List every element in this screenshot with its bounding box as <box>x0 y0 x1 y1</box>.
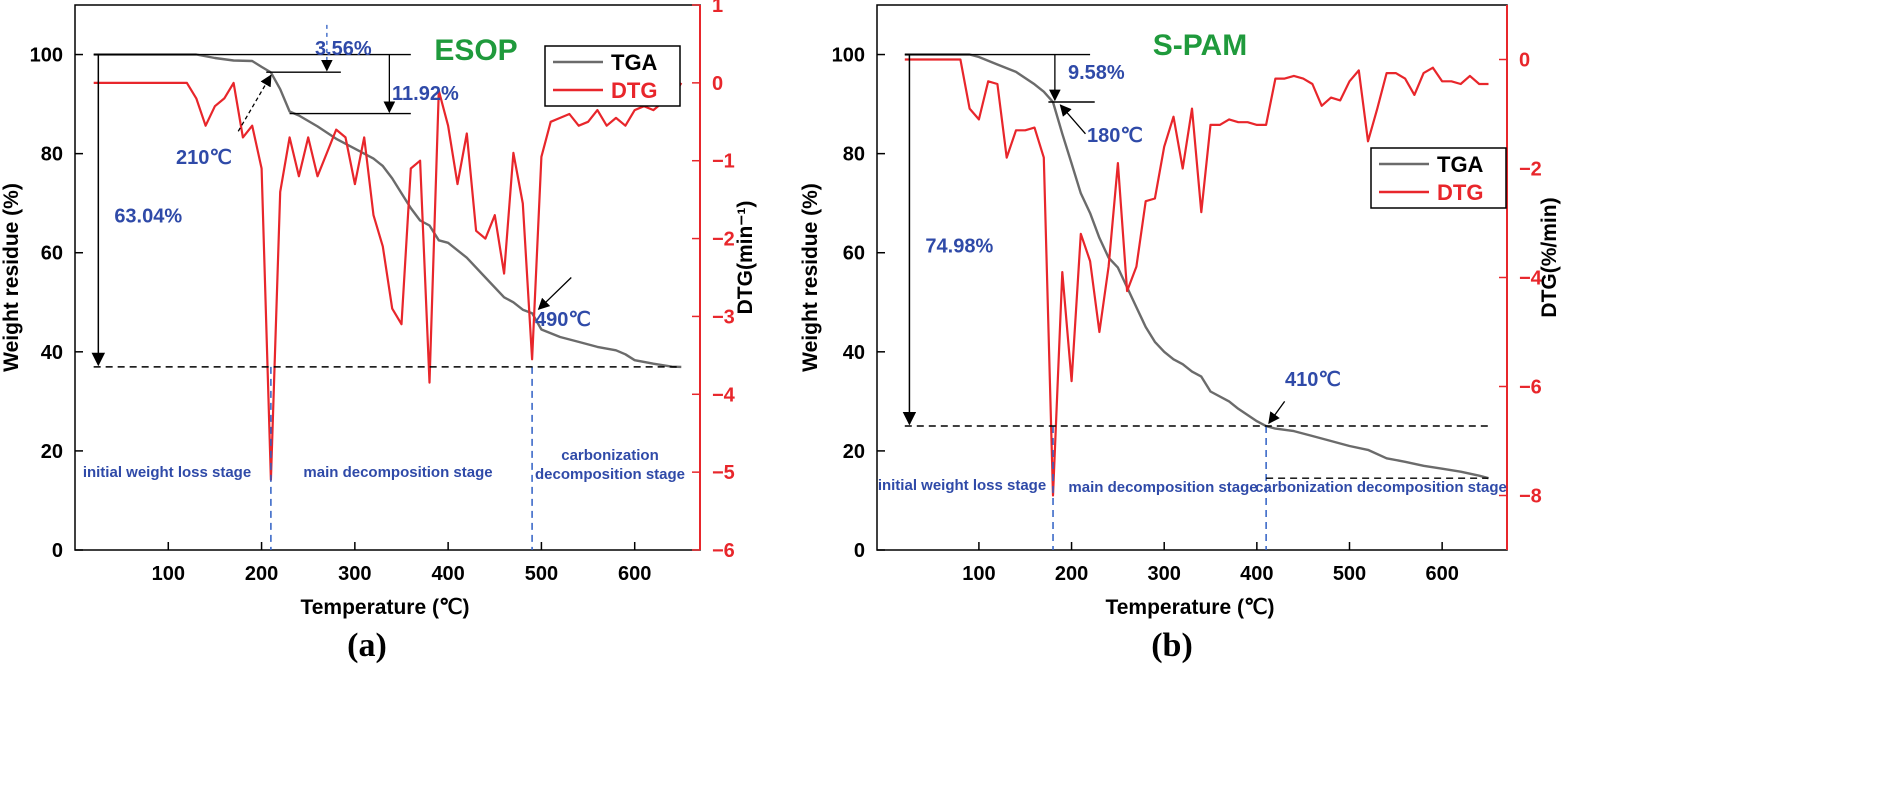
series-line-dtg <box>93 81 683 481</box>
chart-title: ESOP <box>434 34 517 67</box>
x-tick-label: 300 <box>338 563 371 585</box>
stage-label-main: main decomposition stage <box>303 464 492 481</box>
y-axis-title: Weight residue (%) <box>799 183 822 372</box>
temp-1-label: 210℃ <box>176 147 232 169</box>
panel-b-s-pam: 100 200 300 400 500 600 0 20 40 60 80 100 −8 −6 −4 −2 0 T… <box>799 4 1561 664</box>
stage-label-initial: initial weight loss stage <box>83 464 251 481</box>
panel-letter: (a) <box>347 627 387 664</box>
y-tick-label: 40 <box>41 342 63 364</box>
x-tick-label: 200 <box>1055 563 1088 585</box>
panel-a-esop: 100 200 300 400 500 600 0 20 40 60 80 100 −6 −5 −4 −3 −2… <box>0 0 757 664</box>
y-tick-label: 100 <box>30 45 63 67</box>
series-line-dtg <box>904 58 1489 497</box>
x-tick-label: 400 <box>431 563 464 585</box>
temp-2-arrow <box>537 277 572 311</box>
loss-1-label: 9.58% <box>1068 62 1125 84</box>
y2-tick-label: −4 <box>712 384 736 406</box>
loss-2-label: 11.92% <box>392 83 459 105</box>
y-tick-label: 0 <box>52 540 63 562</box>
y-tick-label: 80 <box>41 144 63 166</box>
legend-box <box>544 45 681 107</box>
y2-axis-title: DTG(%/min) <box>1538 197 1561 317</box>
total-loss-label: 63.04% <box>114 206 182 228</box>
temp-1-arrow <box>1059 104 1086 135</box>
stage-label-carbonization-line: decomposition stage <box>535 466 685 483</box>
y2-tick-label: 0 <box>1519 50 1530 72</box>
total-loss-label: 74.98% <box>925 235 993 257</box>
stage-label-initial: initial weight loss stage <box>878 477 1046 494</box>
y2-tick-label: −2 <box>1519 159 1542 181</box>
x-axis-title: Temperature (℃) <box>1105 596 1274 619</box>
y2-tick-label: 0 <box>712 73 723 95</box>
x-tick-label: 200 <box>245 563 278 585</box>
y2-tick-label: −1 <box>712 151 735 173</box>
loss-1-label: 3.56% <box>315 38 372 60</box>
plot-frame <box>876 4 1508 551</box>
x-tick-label: 500 <box>525 563 558 585</box>
y-tick-label: 80 <box>843 144 865 166</box>
y2-tick-label: −4 <box>1519 268 1543 290</box>
legend-label-dtg: DTG <box>1437 180 1483 205</box>
stage-label-carbonization: carbonization decomposition stage <box>1255 479 1507 496</box>
series-line-tga <box>904 53 1489 480</box>
legend-label-dtg: DTG <box>611 78 657 103</box>
y2-axis-title: DTG(min⁻¹) <box>734 201 757 315</box>
y2-tick-label: −6 <box>712 540 735 562</box>
y-tick-label: 20 <box>843 441 865 463</box>
chart-title: S-PAM <box>1153 29 1247 62</box>
temp-2-label: 490℃ <box>535 309 591 331</box>
y2-tick-label: −6 <box>1519 377 1542 399</box>
y-tick-label: 60 <box>41 243 63 265</box>
x-tick-label: 600 <box>1425 563 1458 585</box>
y-axis-title: Weight residue (%) <box>0 183 23 372</box>
x-axis-title: Temperature (℃) <box>300 596 469 619</box>
y-tick-label: 100 <box>832 45 865 67</box>
y-tick-label: 60 <box>843 243 865 265</box>
y-tick-label: 0 <box>854 540 865 562</box>
y2-tick-label: −5 <box>712 462 735 484</box>
y2-tick-label: 1 <box>712 0 723 17</box>
y2-tick-label: −2 <box>712 229 735 251</box>
x-tick-label: 100 <box>962 563 995 585</box>
temp-2-arrow <box>1268 400 1286 425</box>
temp-2-label: 410℃ <box>1285 369 1341 391</box>
x-tick-label: 600 <box>618 563 651 585</box>
series-line-tga <box>93 53 682 369</box>
x-tick-label: 300 <box>1148 563 1181 585</box>
stage-label-main: main decomposition stage <box>1068 479 1257 496</box>
y-tick-label: 40 <box>843 342 865 364</box>
stage-label-carbonization-line: carbonization <box>561 447 659 464</box>
x-tick-label: 500 <box>1333 563 1366 585</box>
temp-1-arrow <box>237 74 272 132</box>
legend-label-tga: TGA <box>611 50 658 75</box>
y2-tick-label: −8 <box>1519 486 1542 508</box>
legend-box <box>1370 147 1507 209</box>
temp-1-label: 180℃ <box>1087 125 1143 147</box>
stage-label-carbonization: carbonization decomposition stage <box>535 447 685 483</box>
x-tick-label: 100 <box>152 563 185 585</box>
y-tick-label: 20 <box>41 441 63 463</box>
y2-tick-label: −3 <box>712 306 735 328</box>
panel-letter: (b) <box>1151 627 1193 664</box>
x-tick-label: 400 <box>1240 563 1273 585</box>
legend-label-tga: TGA <box>1437 152 1484 177</box>
